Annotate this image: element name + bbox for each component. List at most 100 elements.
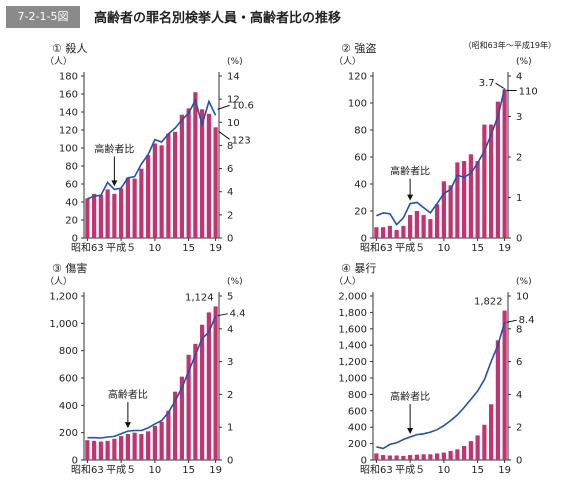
chart-murder: ① 殺人（人） (%)020406080100120140160180024681…	[45, 41, 254, 254]
bar	[495, 340, 500, 460]
y2-tick-label: 10	[516, 292, 529, 303]
bar	[489, 404, 494, 460]
period-label: （昭和63年～平成19年）	[463, 41, 556, 50]
y2-tick-label: 5	[227, 292, 233, 303]
y-tick-label: 180	[59, 72, 78, 83]
bar	[206, 312, 211, 460]
bar	[159, 145, 164, 238]
y2-axis-unit: (%)	[516, 57, 532, 67]
bar	[125, 434, 130, 460]
ratio-line	[376, 321, 506, 450]
chart-title: ② 強盗	[341, 42, 376, 55]
y-tick-label: 1,800	[338, 308, 367, 319]
bar	[193, 92, 198, 238]
bar	[146, 155, 151, 238]
bar	[105, 440, 110, 460]
y2-tick-label: 3	[516, 112, 522, 123]
ratio-label: 高齢者比	[94, 142, 134, 155]
bar	[152, 425, 157, 460]
y-tick-label: 80	[65, 162, 78, 173]
y-tick-label: 1,200	[338, 357, 367, 368]
y-tick-label: 1,600	[338, 324, 367, 335]
chart-panel-assault: ④ 暴行 （人） (%) 0 200 400 600 800 1,000 1,200 1,400 1,…	[289, 258, 578, 480]
y-tick-label: 40	[65, 198, 78, 209]
y-tick-label: 100	[348, 99, 367, 110]
y-tick-label: 0	[361, 234, 367, 245]
x-tick-label: 19	[498, 243, 511, 254]
y-tick-label: 100	[59, 144, 78, 155]
y2-tick-label: 0	[227, 456, 233, 467]
bar	[387, 455, 392, 460]
x-tick-label: 19	[209, 465, 222, 476]
y-tick-label: 1,000	[49, 319, 78, 330]
chart-panel-injury: ③ 傷害 （人） (%) 0 200 400 600 800 1,000 1,200 0 1 2 3 4 5 昭…	[0, 258, 289, 480]
x-tick-label: 10	[438, 243, 451, 254]
y-tick-label: 800	[348, 390, 367, 401]
bar	[468, 154, 473, 238]
ratio-value-arrow	[495, 82, 504, 89]
bar	[428, 219, 433, 238]
bar	[92, 193, 97, 238]
bar	[213, 306, 218, 460]
ratio-value-arrow	[217, 313, 228, 317]
bar	[85, 440, 90, 460]
y2-tick-label: 0	[516, 234, 522, 245]
x-tick-label: 10	[438, 465, 451, 476]
bar	[112, 193, 117, 238]
bar	[441, 452, 446, 460]
x-tick-label: 19	[209, 243, 222, 254]
y2-tick-label: 10	[227, 118, 240, 129]
y-tick-label: 120	[59, 126, 78, 137]
y-axis-unit: （人）	[45, 56, 72, 67]
y2-tick-label: 2	[516, 423, 522, 434]
y-tick-label: 600	[59, 374, 78, 385]
bar	[119, 188, 124, 238]
y-tick-label: 400	[348, 423, 367, 434]
bar	[92, 440, 97, 460]
bar	[132, 178, 137, 238]
ratio-label: 高齢者比	[108, 388, 148, 401]
x-tick-label: 平成５	[106, 242, 136, 254]
bar	[448, 185, 453, 238]
bar	[394, 455, 399, 460]
chart-title: ④ 暴行	[341, 262, 376, 275]
bar	[414, 211, 419, 238]
y-tick-label: 0	[361, 456, 367, 467]
y-tick-label: 800	[59, 346, 78, 357]
y2-tick-label: 4	[516, 390, 522, 401]
figure-title: 高齢者の罪名別検挙人員・高齢者比の推移	[94, 11, 342, 26]
bar	[173, 131, 178, 238]
ratio-arrow-head	[407, 194, 414, 201]
y-tick-label: 2,000	[338, 292, 367, 303]
x-tick-label: 平成５	[395, 242, 425, 254]
y2-axis-unit: (%)	[227, 277, 243, 287]
bar	[139, 168, 144, 238]
y-tick-label: 400	[59, 401, 78, 412]
ratio-arrow-head	[111, 180, 118, 187]
bar	[408, 455, 413, 460]
bar	[179, 376, 184, 460]
last-ratio-label: 10.6	[232, 100, 254, 111]
bar	[421, 215, 426, 238]
ratio-arrow-head	[407, 428, 414, 435]
y-tick-label: 600	[348, 406, 367, 417]
y2-tick-label: 4	[516, 72, 522, 83]
bar	[374, 453, 379, 460]
ratio-value-arrow	[217, 104, 230, 110]
bar	[146, 431, 151, 460]
y-axis-unit: （人）	[45, 276, 72, 287]
y2-tick-label: 3	[227, 357, 233, 368]
chart-panel-robbery: ② 強盗 （人） (%) 0 20 40 60 80 100 120 0 1 2 3 4 昭和63 平成５ 10 1…	[289, 38, 578, 258]
bar	[173, 391, 178, 460]
ratio-label: 高齢者比	[390, 165, 430, 178]
y2-tick-label: 0	[227, 234, 233, 245]
chart-assault: ④ 暴行（人） (%) 0 200 400 600 800 1,000 1,200 1,400 1,…	[334, 262, 535, 476]
bar	[401, 225, 406, 238]
ratio-line	[376, 88, 506, 226]
bar	[152, 143, 157, 238]
y-tick-label: 60	[354, 153, 367, 164]
bar	[193, 343, 198, 460]
bar	[381, 227, 386, 238]
bar	[502, 89, 507, 238]
bar	[482, 424, 487, 460]
